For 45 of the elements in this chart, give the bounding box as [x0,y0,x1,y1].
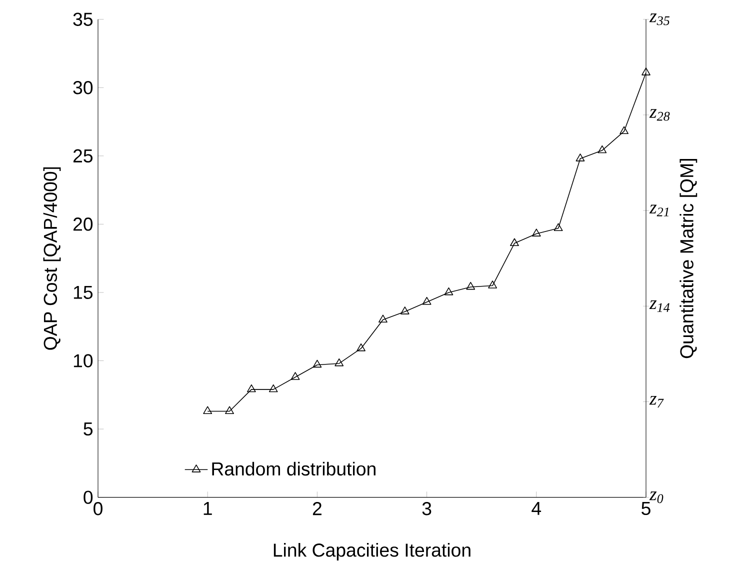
y2-tick-label: z$_{35}$ [649,14,670,26]
point [642,68,650,76]
point [203,406,212,414]
x-tick-label: 5 [642,502,650,516]
y-tick-label: 25 [73,149,93,163]
y-tick-label: 15 [74,286,93,299]
y-tick-label: 20 [73,218,93,231]
y2-tick-label: z$_{14}$ [649,300,670,312]
point [554,223,563,232]
point [576,154,585,162]
point [488,280,498,288]
legend-label: Random distribution [212,462,376,476]
point [620,126,629,134]
point [268,384,278,392]
point [444,287,454,296]
point [532,228,541,236]
point [422,296,432,305]
point [356,343,366,352]
point [378,314,388,323]
y2-tick-label: z$_{21}$ [649,204,668,216]
point [247,384,256,392]
y-tick-label: 35 [73,12,93,26]
point [290,372,300,380]
y-tick-label: 30 [73,80,93,94]
x-tick-label: 4 [532,502,542,515]
y-axis-title: QAP Cost [QAP/4000] [43,167,61,350]
y2-tick-label: z$_{7}$ [649,396,664,408]
x-tick-label: 0 [94,502,102,516]
y-tick-label: 0 [84,490,93,504]
point [598,145,607,154]
point [400,306,410,314]
x-tick-label: 2 [312,502,322,516]
point [225,406,234,414]
y2-axis-title: Quantitative Matric [QM] [680,159,698,358]
y-tick-label: 10 [74,354,93,368]
y-tick-label: 5 [84,422,93,436]
point [466,282,476,290]
x-tick-label: 1 [204,502,212,515]
point [334,358,344,366]
x-axis-title: Link Capacities Iteration [274,543,470,560]
x-tick-label: 3 [422,502,432,516]
point [312,360,322,368]
y2-tick-label: z$_{28}$ [649,109,670,121]
y2-tick-label: z$_{0}$ [649,492,664,504]
point [510,238,519,246]
